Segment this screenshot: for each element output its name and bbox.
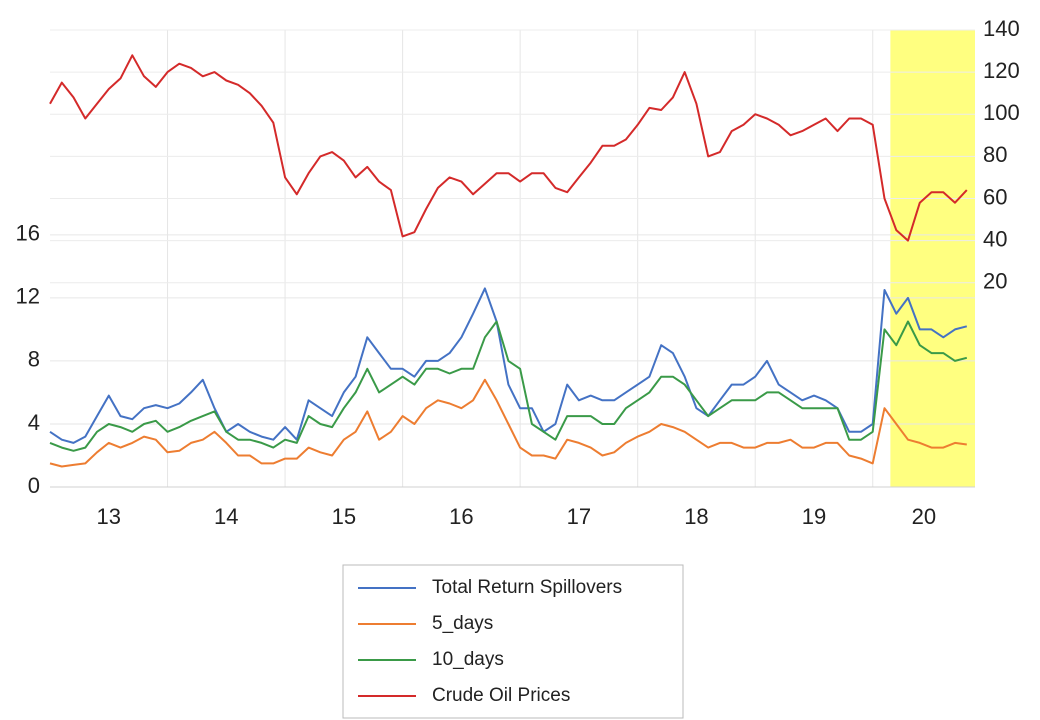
y2-tick-label: 40 (983, 226, 1007, 251)
series-line (49, 54, 968, 242)
y2-tick-label: 60 (983, 184, 1007, 209)
y2-tick-label: 80 (983, 142, 1007, 167)
series-line (49, 287, 968, 444)
series-line (49, 320, 968, 452)
legend-box (342, 564, 684, 719)
highlight-band (890, 30, 975, 487)
legend-label: Crude Oil Prices (432, 685, 570, 706)
legend-label: 5_days (432, 613, 493, 634)
y-tick-label: 4 (28, 410, 40, 435)
x-tick-label: 14 (214, 504, 238, 529)
y-tick-label: 12 (16, 284, 40, 309)
legend-label: 10_days (432, 649, 504, 670)
x-tick-label: 15 (332, 504, 356, 529)
y2-tick-label: 120 (983, 58, 1020, 83)
y-tick-label: 0 (28, 473, 40, 498)
x-tick-label: 18 (684, 504, 708, 529)
y2-tick-label: 20 (983, 269, 1007, 294)
y2-tick-label: 140 (983, 16, 1020, 41)
x-tick-label: 20 (912, 504, 936, 529)
legend-label: Total Return Spillovers (432, 577, 622, 598)
x-tick-label: 16 (449, 504, 473, 529)
series-line (49, 378, 967, 468)
y2-tick-label: 100 (983, 100, 1020, 125)
x-tick-label: 19 (802, 504, 826, 529)
x-tick-label: 13 (97, 504, 121, 529)
y-tick-label: 16 (16, 221, 40, 246)
legend: Total Return Spillovers 5_days 10_days Crud… (342, 564, 684, 719)
y-tick-label: 8 (28, 347, 40, 372)
x-tick-label: 17 (567, 504, 591, 529)
